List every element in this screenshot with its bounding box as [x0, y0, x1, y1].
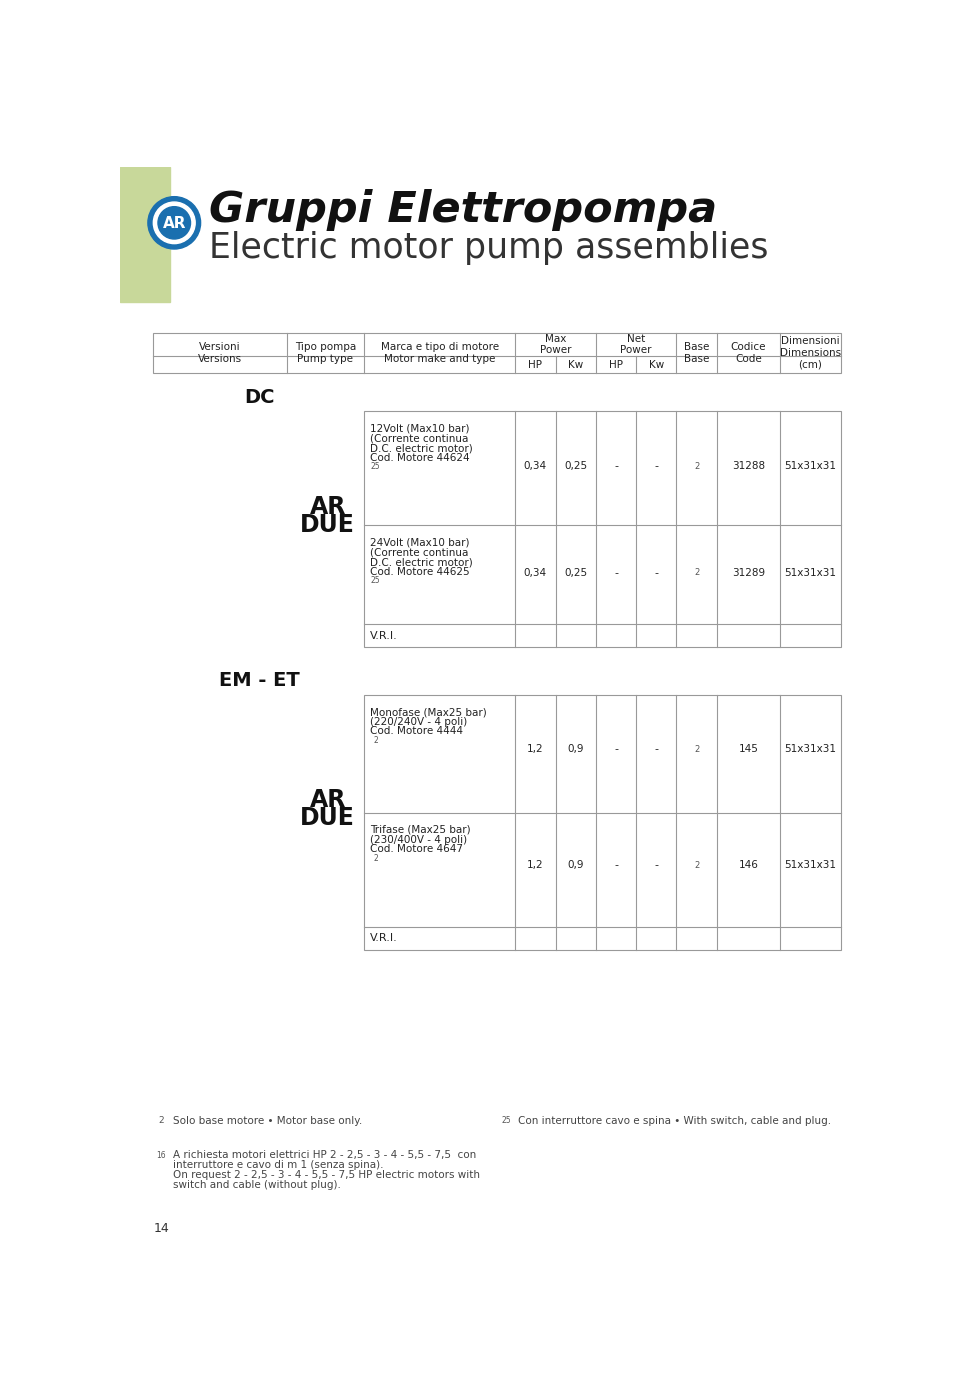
Text: -: - [614, 861, 618, 870]
Text: 0,25: 0,25 [564, 462, 588, 472]
Text: 25: 25 [502, 1116, 512, 1126]
Text: AR: AR [309, 788, 346, 812]
Text: 0,34: 0,34 [524, 462, 547, 472]
Text: 145: 145 [738, 744, 758, 755]
Circle shape [148, 197, 201, 250]
Text: Codice
Code: Codice Code [731, 342, 766, 364]
Text: Marca e tipo di motore
Motor make and type: Marca e tipo di motore Motor make and ty… [380, 342, 499, 364]
Text: Solo base motore • Motor base only.: Solo base motore • Motor base only. [173, 1116, 362, 1126]
Text: D.C. electric motor): D.C. electric motor) [371, 444, 473, 453]
Text: AR: AR [309, 495, 346, 519]
Text: 51x31x31: 51x31x31 [784, 462, 836, 472]
Circle shape [154, 202, 195, 244]
Text: Con interruttore cavo e spina • With switch, cable and plug.: Con interruttore cavo e spina • With swi… [518, 1116, 831, 1126]
Text: D.C. electric motor): D.C. electric motor) [371, 557, 473, 566]
Text: A richiesta motori elettrici HP 2 - 2,5 - 3 - 4 - 5,5 - 7,5  con: A richiesta motori elettrici HP 2 - 2,5 … [173, 1149, 476, 1159]
Text: 0,34: 0,34 [524, 568, 547, 578]
Text: Electric motor pump assemblies: Electric motor pump assemblies [209, 232, 769, 265]
Text: 16: 16 [156, 1151, 166, 1159]
Text: On request 2 - 2,5 - 3 - 4 - 5,5 - 7,5 HP electric motors with: On request 2 - 2,5 - 3 - 4 - 5,5 - 7,5 H… [173, 1170, 480, 1180]
Text: V.R.I.: V.R.I. [371, 933, 398, 943]
Text: Versioni
Versions: Versioni Versions [198, 342, 242, 364]
Text: -: - [655, 462, 659, 472]
Text: Max
Power: Max Power [540, 333, 571, 356]
Text: DUE: DUE [300, 806, 355, 830]
Text: 12Volt (Max10 bar): 12Volt (Max10 bar) [371, 424, 469, 434]
Text: 2: 2 [694, 861, 699, 869]
Bar [154, 333, 841, 372]
Text: HP: HP [609, 360, 623, 370]
Text: 51x31x31: 51x31x31 [784, 861, 836, 870]
Text: 51x31x31: 51x31x31 [784, 568, 836, 578]
Bar [364, 412, 841, 647]
Text: Monofase (Max25 bar): Monofase (Max25 bar) [371, 707, 487, 717]
Text: 1,2: 1,2 [527, 861, 543, 870]
Bar [364, 695, 841, 950]
Text: 51x31x31: 51x31x31 [784, 744, 836, 755]
Text: 1,2: 1,2 [527, 744, 543, 755]
Text: 25: 25 [371, 576, 380, 586]
Text: 31288: 31288 [732, 462, 765, 472]
Circle shape [158, 206, 190, 239]
Text: -: - [614, 744, 618, 755]
Text: (220/240V - 4 poli): (220/240V - 4 poli) [371, 717, 468, 727]
Text: Cod. Motore 4647: Cod. Motore 4647 [371, 844, 464, 854]
Text: 2: 2 [373, 854, 378, 864]
Text: Cod. Motore 44624: Cod. Motore 44624 [371, 453, 470, 463]
Text: 14: 14 [155, 1222, 170, 1235]
Text: -: - [655, 744, 659, 755]
Text: 2: 2 [158, 1116, 164, 1126]
Text: 0,25: 0,25 [564, 568, 588, 578]
Text: 2: 2 [373, 737, 378, 745]
Text: Cod. Motore 4444: Cod. Motore 4444 [371, 727, 464, 737]
Text: Trifase (Max25 bar): Trifase (Max25 bar) [371, 824, 471, 836]
Text: interruttore e cavo di m 1 (senza spina).: interruttore e cavo di m 1 (senza spina)… [173, 1159, 383, 1170]
Text: (230/400V - 4 poli): (230/400V - 4 poli) [371, 834, 468, 844]
Text: -: - [614, 568, 618, 578]
Text: 31289: 31289 [732, 568, 765, 578]
Text: EM - ET: EM - ET [219, 671, 300, 691]
Text: Tipo pompa
Pump type: Tipo pompa Pump type [295, 342, 356, 364]
Text: Gruppi Elettropompa: Gruppi Elettropompa [209, 188, 717, 230]
Bar [120, 167, 170, 303]
Text: HP: HP [528, 360, 542, 370]
Text: 146: 146 [738, 861, 758, 870]
Text: V.R.I.: V.R.I. [371, 631, 398, 640]
Text: DUE: DUE [300, 513, 355, 537]
Text: switch and cable (without plug).: switch and cable (without plug). [173, 1180, 341, 1190]
Text: (Corrente continua: (Corrente continua [371, 434, 468, 444]
Text: DC: DC [244, 388, 275, 407]
Text: 25: 25 [371, 462, 380, 472]
Text: -: - [655, 568, 659, 578]
Text: Dimensioni
Dimensions
(cm): Dimensioni Dimensions (cm) [780, 336, 841, 370]
Text: Net
Power: Net Power [620, 333, 652, 356]
Text: Kw: Kw [568, 360, 584, 370]
Text: (Corrente continua: (Corrente continua [371, 547, 468, 558]
Text: -: - [655, 861, 659, 870]
Text: 24Volt (Max10 bar): 24Volt (Max10 bar) [371, 537, 469, 548]
Text: Base
Base: Base Base [684, 342, 709, 364]
Text: 0,9: 0,9 [567, 861, 584, 870]
Text: Cod. Motore 44625: Cod. Motore 44625 [371, 566, 470, 576]
Text: AR: AR [162, 216, 186, 232]
Text: 2: 2 [694, 462, 699, 470]
Text: 2: 2 [694, 745, 699, 753]
Text: 2: 2 [694, 568, 699, 578]
Text: Kw: Kw [649, 360, 664, 370]
Text: -: - [614, 462, 618, 472]
Text: 0,9: 0,9 [567, 744, 584, 755]
